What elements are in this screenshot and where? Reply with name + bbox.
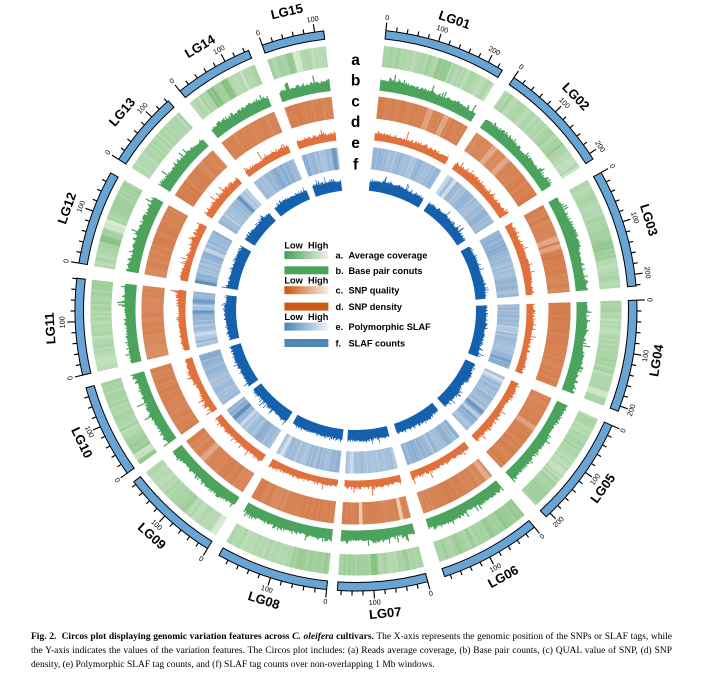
svg-text:b.: b. (336, 266, 344, 276)
svg-text:100: 100 (74, 199, 87, 213)
svg-text:LG04: LG04 (646, 342, 666, 377)
svg-text:Base pair conuts: Base pair conuts (349, 266, 423, 276)
svg-text:SNP density: SNP density (349, 302, 403, 312)
svg-text:0: 0 (385, 13, 390, 22)
svg-text:200: 200 (625, 403, 638, 417)
svg-text:a: a (351, 52, 360, 69)
svg-text:High: High (308, 241, 329, 251)
svg-text:0: 0 (61, 258, 71, 263)
svg-text:0: 0 (113, 476, 123, 484)
svg-text:Average coverage: Average coverage (349, 251, 428, 261)
svg-text:High: High (308, 276, 329, 286)
svg-text:0: 0 (608, 162, 618, 170)
svg-text:100: 100 (306, 14, 319, 25)
svg-text:Low: Low (284, 276, 303, 286)
svg-text:High: High (308, 312, 329, 322)
svg-text:e: e (351, 135, 360, 152)
svg-text:100: 100 (368, 597, 381, 607)
svg-text:LG11: LG11 (42, 312, 59, 345)
svg-text:100: 100 (57, 316, 66, 328)
svg-text:100: 100 (640, 349, 651, 362)
svg-text:0: 0 (645, 298, 654, 302)
svg-text:c.: c. (336, 286, 344, 296)
svg-text:LG07: LG07 (368, 604, 402, 622)
svg-text:a.: a. (336, 251, 344, 261)
svg-text:0: 0 (254, 28, 261, 38)
svg-text:0: 0 (428, 588, 434, 598)
svg-text:0: 0 (323, 597, 328, 606)
svg-text:0: 0 (618, 427, 628, 434)
svg-text:Polymorphic SLAF: Polymorphic SLAF (349, 322, 432, 332)
svg-text:d.: d. (336, 302, 344, 312)
svg-text:0: 0 (65, 375, 75, 381)
svg-text:f: f (353, 156, 359, 173)
svg-text:0: 0 (197, 554, 205, 564)
svg-text:Low: Low (284, 241, 303, 251)
svg-text:d: d (351, 114, 360, 131)
svg-text:200: 200 (642, 266, 652, 279)
svg-text:0: 0 (167, 76, 176, 86)
svg-text:e.: e. (336, 322, 344, 332)
svg-text:0: 0 (103, 148, 113, 156)
svg-text:c: c (351, 93, 360, 110)
svg-text:0: 0 (538, 532, 547, 541)
svg-text:LG15: LG15 (269, 0, 304, 22)
svg-text:SLAF counts: SLAF counts (349, 339, 406, 349)
svg-text:SNP quality: SNP quality (349, 286, 401, 296)
svg-text:100: 100 (260, 583, 274, 595)
svg-text:Low: Low (284, 312, 303, 322)
svg-text:100: 100 (629, 211, 641, 225)
svg-text:b: b (351, 72, 360, 89)
svg-text:100: 100 (435, 23, 449, 35)
svg-text:f.: f. (336, 339, 342, 349)
svg-text:0: 0 (517, 62, 525, 72)
